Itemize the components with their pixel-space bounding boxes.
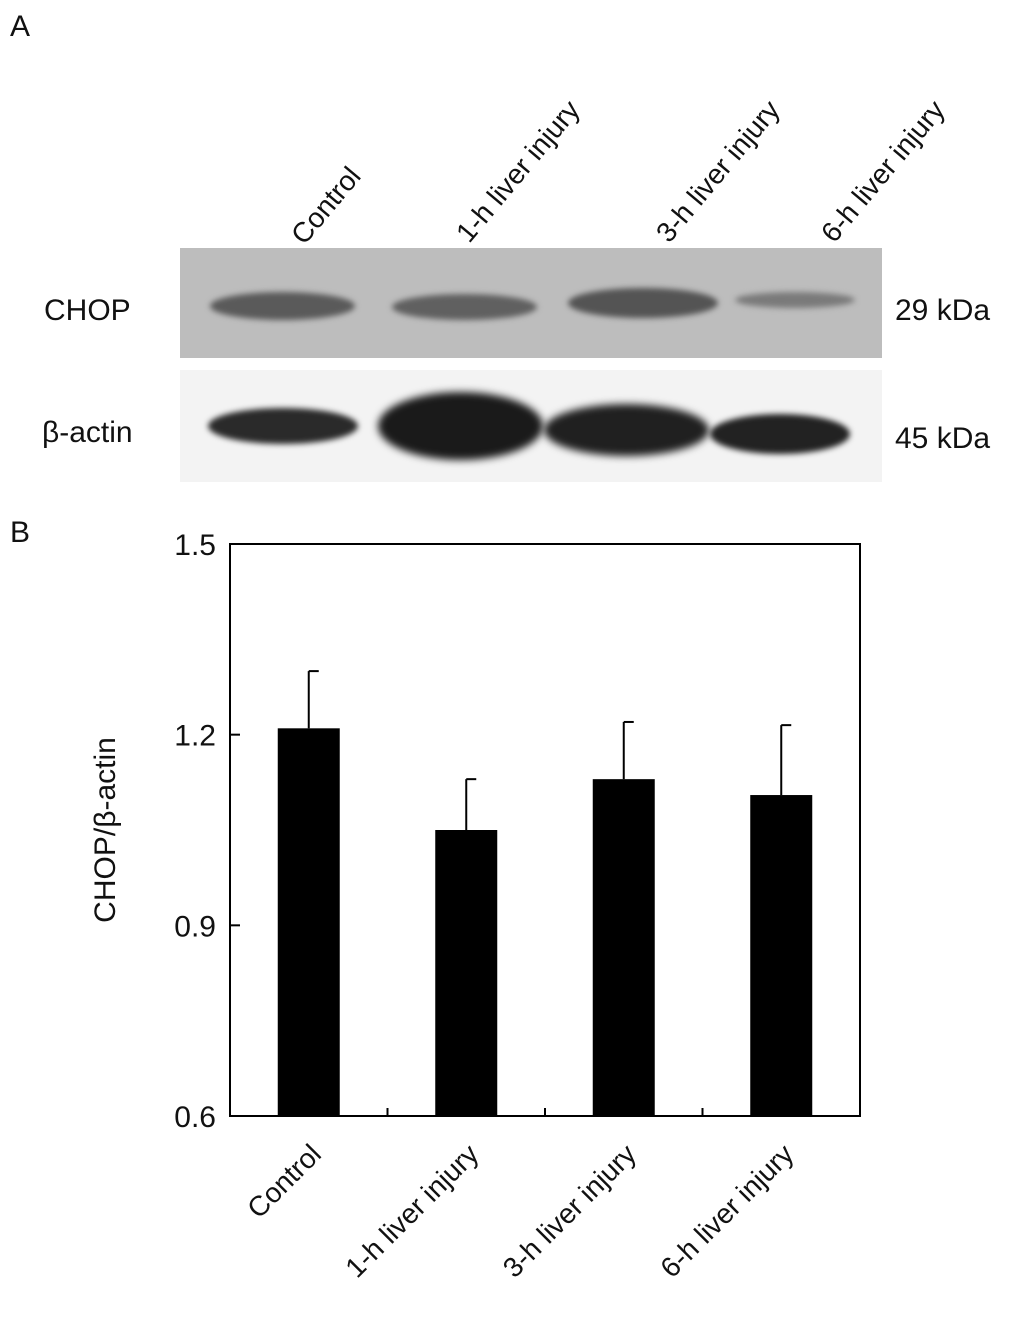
y-tick-label-0: 0.6 <box>174 1101 216 1134</box>
chop-band-1h <box>392 294 537 320</box>
x-tick-label-0: Control <box>241 1138 327 1224</box>
y-axis-label: CHOP/β-actin <box>89 737 122 923</box>
panel-a-label: A <box>10 10 31 43</box>
chop-band-control <box>210 292 355 320</box>
y-tick-label-3: 1.5 <box>174 529 216 562</box>
x-tick-label-1: 1-h liver injury <box>339 1138 484 1283</box>
chop-blot <box>180 248 882 358</box>
bar-2 <box>592 779 655 1116</box>
beta-actin-band-1h <box>378 392 543 460</box>
beta-actin-band-3h <box>544 404 709 456</box>
bar-3 <box>750 795 813 1116</box>
beta-actin-blot <box>180 370 882 482</box>
panel-b-label: B <box>10 516 31 549</box>
bar-1 <box>435 830 498 1116</box>
beta-actin-band-6h <box>710 414 850 454</box>
chop-band-3h <box>568 288 718 318</box>
x-tick-label-3: 6-h liver injury <box>654 1138 799 1283</box>
y-tick-label-2: 1.2 <box>174 720 216 753</box>
beta-actin-band-control <box>208 408 358 444</box>
bar-0 <box>277 728 340 1116</box>
chop-size-label: 29 kDa <box>895 294 991 327</box>
y-tick-label-1: 0.9 <box>174 910 216 943</box>
x-tick-label-2: 3-h liver injury <box>497 1138 642 1283</box>
blot-label-chop: CHOP <box>44 294 131 327</box>
beta-actin-size-label: 45 kDa <box>895 422 991 455</box>
chop-band-6h <box>735 292 855 308</box>
blot-label-beta-actin: β-actin <box>42 416 133 449</box>
